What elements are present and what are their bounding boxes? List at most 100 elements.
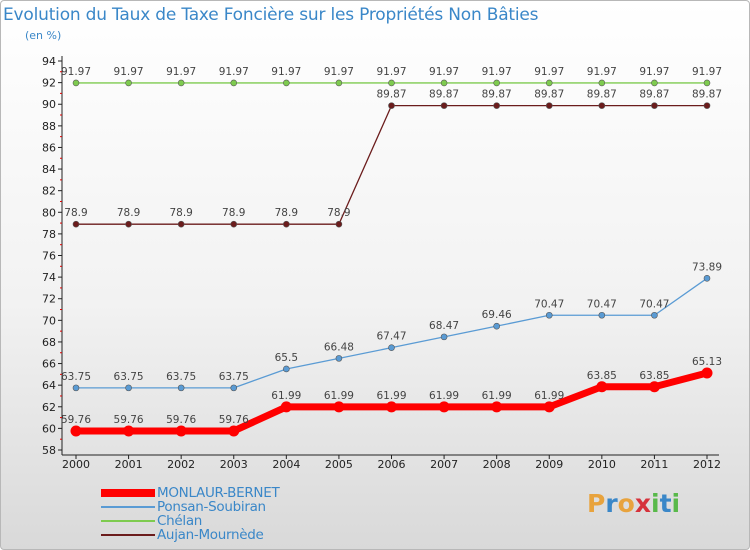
legend-swatch xyxy=(101,534,155,536)
legend-swatch xyxy=(101,489,155,497)
data-label: 61.99 xyxy=(482,390,512,402)
data-point xyxy=(228,425,240,437)
y-tick-label: 60 xyxy=(42,422,56,435)
legend-swatch xyxy=(101,520,155,522)
data-point xyxy=(388,102,395,109)
x-tick-label: 2010 xyxy=(588,458,616,471)
data-label: 70.47 xyxy=(534,298,564,310)
data-label: 91.97 xyxy=(376,66,406,78)
data-point xyxy=(493,102,500,109)
data-label: 63.75 xyxy=(219,371,249,383)
data-point xyxy=(545,79,553,87)
data-label: 61.99 xyxy=(376,390,406,402)
data-point xyxy=(701,367,713,379)
data-point xyxy=(175,425,187,437)
data-label: 78.9 xyxy=(275,207,298,219)
data-point xyxy=(651,102,658,109)
data-label: 89.87 xyxy=(639,89,669,101)
data-label: 63.85 xyxy=(639,370,669,382)
data-label: 61.99 xyxy=(324,390,354,402)
data-label: 91.97 xyxy=(271,66,301,78)
data-point xyxy=(598,102,606,109)
data-label: 78.9 xyxy=(64,207,87,219)
data-point xyxy=(440,102,448,109)
data-label: 89.87 xyxy=(534,89,564,101)
y-tick-label: 86 xyxy=(42,141,56,154)
data-label: 89.87 xyxy=(376,89,406,101)
data-point xyxy=(283,220,290,228)
data-point xyxy=(335,79,343,87)
data-point xyxy=(333,401,345,413)
data-point xyxy=(177,220,185,228)
data-label: 91.97 xyxy=(324,66,354,78)
y-tick-label: 72 xyxy=(42,293,56,306)
data-point xyxy=(335,355,343,362)
data-label: 68.47 xyxy=(429,320,459,332)
y-tick-label: 70 xyxy=(42,314,56,327)
y-tick-label: 82 xyxy=(42,185,56,198)
data-point xyxy=(283,79,290,87)
data-point xyxy=(440,79,448,87)
data-label: 61.99 xyxy=(271,390,301,402)
x-tick-label: 2001 xyxy=(115,458,143,471)
data-label: 59.76 xyxy=(61,414,91,426)
data-point xyxy=(72,384,80,392)
data-point xyxy=(388,79,395,87)
data-point xyxy=(280,401,292,413)
data-label: 89.87 xyxy=(587,89,617,101)
data-point xyxy=(648,381,660,393)
data-label: 59.76 xyxy=(219,414,249,426)
data-point xyxy=(493,79,500,87)
data-label: 59.76 xyxy=(114,414,144,426)
y-tick-label: 62 xyxy=(42,401,56,414)
x-tick-label: 2003 xyxy=(220,458,248,471)
data-point xyxy=(651,311,658,319)
data-label: 91.97 xyxy=(114,66,144,78)
data-point xyxy=(388,344,395,351)
y-tick-label: 78 xyxy=(42,228,56,241)
data-label: 91.97 xyxy=(429,66,459,78)
x-tick-label: 2012 xyxy=(693,458,721,471)
legend: MONLAUR-BERNET Ponsan-Soubiran Chélan Aujan… xyxy=(99,485,359,543)
y-tick-label: 92 xyxy=(42,77,56,90)
y-tick-label: 94 xyxy=(42,55,56,68)
y-tick-label: 58 xyxy=(42,444,56,457)
data-point xyxy=(438,401,450,413)
x-tick-label: 2004 xyxy=(272,458,300,471)
data-label: 91.97 xyxy=(482,66,512,78)
x-tick-label: 2011 xyxy=(640,458,668,471)
y-tick-label: 74 xyxy=(42,271,56,284)
legend-item: Aujan-Mournède xyxy=(99,527,359,543)
data-point xyxy=(72,220,80,228)
data-label: 70.47 xyxy=(587,298,617,310)
data-point xyxy=(230,79,238,87)
data-point xyxy=(70,425,82,437)
data-label: 63.75 xyxy=(166,371,196,383)
x-tick-label: 2005 xyxy=(325,458,353,471)
data-label: 63.75 xyxy=(114,371,144,383)
data-label: 89.87 xyxy=(482,89,512,101)
legend-label: Aujan-Mournède xyxy=(157,527,264,543)
data-label: 91.97 xyxy=(219,66,249,78)
data-point xyxy=(230,384,238,392)
data-point xyxy=(491,401,503,413)
data-label: 91.97 xyxy=(166,66,196,78)
data-point xyxy=(125,384,132,392)
legend-item: MONLAUR-BERNET xyxy=(99,485,359,501)
data-label: 89.87 xyxy=(692,89,722,101)
data-point xyxy=(125,220,132,228)
data-point xyxy=(283,365,290,373)
legend-item: Ponsan-Soubiran xyxy=(99,499,359,515)
x-tick-label: 2000 xyxy=(62,458,90,471)
data-label: 63.75 xyxy=(61,371,91,383)
data-label: 63.85 xyxy=(587,370,617,382)
y-tick-label: 80 xyxy=(42,206,56,219)
y-tick-label: 76 xyxy=(42,250,56,263)
chart-title: Evolution du Taux de Taxe Foncière sur l… xyxy=(3,5,539,25)
x-tick-label: 2002 xyxy=(167,458,195,471)
data-point xyxy=(123,425,135,437)
legend-swatch xyxy=(101,506,155,508)
data-point xyxy=(386,401,397,413)
unit-label: (en %) xyxy=(25,29,62,42)
